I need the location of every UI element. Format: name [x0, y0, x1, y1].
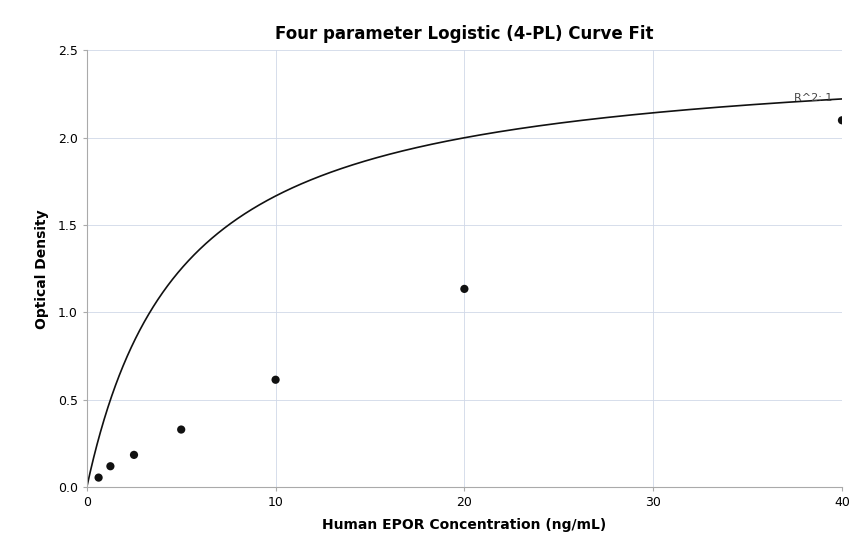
Point — [268, 375, 282, 384]
Point — [174, 425, 188, 434]
Point — [127, 450, 141, 459]
X-axis label: Human EPOR Concentration (ng/mL): Human EPOR Concentration (ng/mL) — [322, 517, 607, 531]
Point — [835, 116, 849, 125]
Title: Four parameter Logistic (4-PL) Curve Fit: Four parameter Logistic (4-PL) Curve Fit — [275, 25, 654, 43]
Point — [457, 284, 471, 293]
Text: R^2: 1: R^2: 1 — [794, 93, 832, 103]
Y-axis label: Optical Density: Optical Density — [36, 209, 49, 329]
Point — [103, 462, 117, 471]
Point — [92, 473, 106, 482]
